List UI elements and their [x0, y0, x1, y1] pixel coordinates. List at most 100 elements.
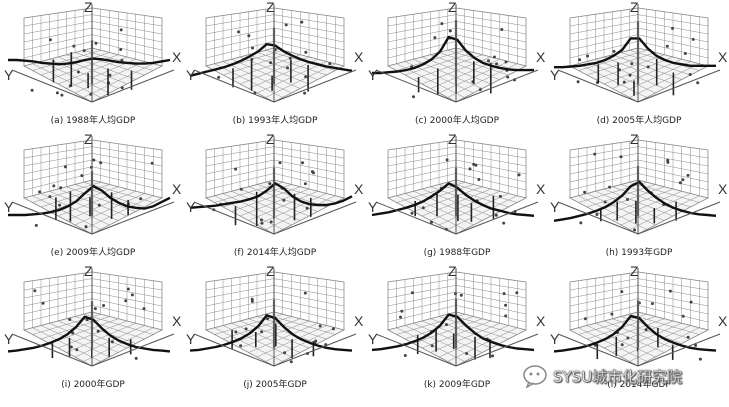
panel-caption: (g) 1988年GDP: [423, 248, 491, 258]
wall-grid-line: [23, 27, 93, 43]
wall-grid-line: [23, 14, 93, 27]
wall-grid-line: [569, 159, 639, 175]
wall-grid-line: [273, 285, 345, 299]
z-axis-label: Z: [84, 0, 93, 15]
chart-panel: Z X Y (j) 2005年GDP: [184, 263, 366, 401]
sample-point: [124, 299, 128, 303]
value-bars: [597, 58, 675, 96]
wall-grid-line: [455, 291, 527, 307]
y-axis-label: Y: [368, 67, 378, 83]
z-axis-label: Z: [630, 0, 639, 15]
sample-point: [491, 354, 494, 358]
sample-point: [244, 327, 248, 331]
x-axis-label: X: [536, 181, 546, 197]
floor-grid-line: [265, 195, 336, 230]
chart-panel: Z X Y (k) 2009年GDP: [366, 263, 548, 401]
sample-point: [628, 73, 632, 77]
sample-point: [403, 354, 407, 357]
sample-point: [150, 161, 154, 165]
chart-panel: Z X Y (i) 2000年GDP: [2, 263, 184, 401]
sample-point: [38, 190, 42, 194]
wall-grid-line: [455, 278, 527, 291]
wall-grid-line: [637, 285, 709, 299]
sample-point: [445, 323, 448, 327]
sample-point: [93, 307, 97, 311]
sample-point: [68, 318, 72, 321]
watermark: SYSU城市化研究院: [523, 364, 723, 390]
y-axis: [193, 333, 275, 367]
wall-grid-line: [637, 146, 709, 159]
wall-grid-line: [23, 21, 93, 35]
wall-grid-line: [205, 34, 275, 51]
wall-grid-line: [637, 27, 709, 43]
panel-caption: (c) 2000年人均GDP: [414, 116, 500, 126]
floor-grid-line: [620, 316, 691, 340]
wall-grid-line: [387, 305, 457, 323]
floor-grid-line: [612, 59, 682, 89]
sample-point: [318, 324, 322, 328]
sample-point: [304, 50, 308, 54]
panel-caption: (f) 2014年人均GDP: [233, 248, 317, 258]
floor-grid-line: [629, 327, 700, 362]
sample-point: [63, 165, 67, 169]
sample-point: [504, 314, 508, 318]
sample-point: [120, 86, 124, 90]
floor-grid-line: [447, 195, 518, 230]
wall-grid-line: [637, 298, 709, 315]
panel-caption: (b) 1993年人均GDP: [232, 116, 318, 126]
sample-point: [465, 352, 469, 355]
sample-point: [119, 28, 123, 32]
sample-point: [251, 46, 254, 50]
wall-grid-line: [387, 21, 457, 35]
floor-grid-line: [438, 325, 509, 358]
wall-grid-line: [23, 291, 93, 307]
wall-grid-line: [637, 153, 709, 167]
sample-point: [421, 206, 425, 210]
floor-grid-line: [83, 50, 154, 71]
floor-grid-line: [447, 182, 518, 203]
panel-plot: Z X Y: [368, 0, 546, 103]
z-axis-label: Z: [266, 263, 275, 279]
wall-grid-line: [205, 173, 275, 191]
floor-grid-line: [612, 191, 682, 221]
wall-grid-line: [23, 146, 93, 159]
x-axis: [273, 69, 357, 103]
floor-grid-line: [248, 59, 318, 89]
sample-point: [269, 220, 273, 224]
wall-grid-line: [455, 34, 527, 51]
wall-grid-line: [455, 153, 527, 167]
sample-point: [474, 163, 478, 167]
sample-point: [671, 26, 674, 30]
floor-grid-line: [620, 193, 691, 226]
wall-grid-line: [91, 21, 163, 35]
sample-point: [80, 174, 84, 178]
wall-grid-line: [91, 146, 163, 159]
sample-point: [410, 291, 414, 295]
sample-point: [314, 339, 318, 343]
x-axis-label: X: [718, 313, 728, 329]
wall-grid-line: [637, 291, 709, 307]
panel-caption: (l) 2014年GDP: [607, 380, 671, 390]
chart-panel: Z X Y (g) 1988年GDP: [366, 131, 548, 269]
sample-point: [268, 182, 272, 186]
sample-point: [515, 291, 519, 295]
sample-point: [234, 330, 238, 334]
wall-grid-line: [273, 21, 345, 35]
sample-point: [269, 61, 273, 65]
sample-point: [583, 190, 587, 194]
x-axis: [455, 201, 539, 235]
y-axis-label: Y: [4, 331, 14, 347]
wall-grid-line: [23, 298, 93, 315]
y-axis-label: Y: [550, 199, 560, 215]
y-axis: [11, 201, 93, 235]
wall-grid-line: [387, 173, 457, 191]
sample-point: [610, 312, 614, 316]
floor-grid-line: [629, 314, 700, 335]
sample-point: [681, 178, 685, 182]
wall-grid-line: [205, 285, 275, 299]
wall-grid-line: [569, 21, 639, 35]
trend-curve: [189, 182, 353, 209]
x-axis-label: X: [172, 313, 182, 329]
wall-grid: [205, 273, 345, 328]
floor-grid: [32, 182, 154, 230]
